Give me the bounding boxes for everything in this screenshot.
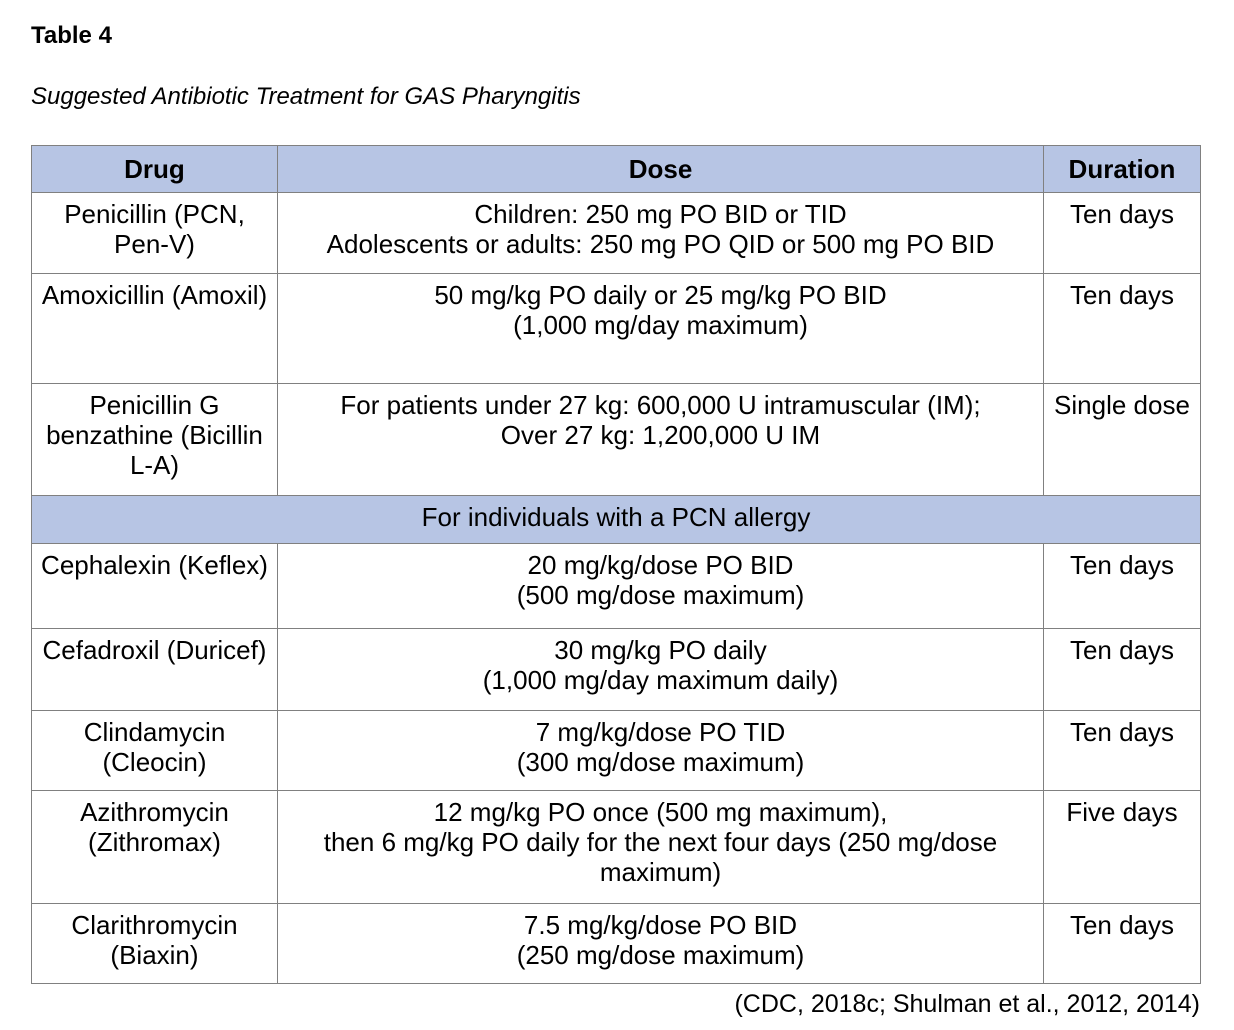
pcn-allergy-section-header: For individuals with a PCN allergy: [31, 495, 1201, 544]
dose-cell: 30 mg/kg PO daily (1,000 mg/day maximum …: [277, 628, 1044, 711]
drug-cell: Azithromycin (Zithromax): [31, 790, 278, 904]
column-header-duration: Duration: [1043, 145, 1201, 193]
duration-cell: Five days: [1043, 790, 1201, 904]
drug-line: (Biaxin): [110, 940, 199, 970]
drug-cell: Penicillin G benzathine (Bicillin L-A): [31, 383, 278, 496]
drug-line: Clarithromycin: [71, 910, 238, 940]
drug-cell: Clindamycin (Cleocin): [31, 710, 278, 791]
dose-line: Over 27 kg: 1,200,000 U IM: [500, 420, 821, 450]
duration-cell: Single dose: [1043, 383, 1201, 496]
drug-line: Pen-V): [114, 229, 195, 259]
drug-line: Amoxicillin (Amoxil): [41, 280, 268, 310]
dose-line: Children: 250 mg PO BID or TID: [474, 199, 847, 229]
source-citation: (CDC, 2018c; Shulman et al., 2012, 2014): [734, 990, 1200, 1018]
section-header-row: For individuals with a PCN allergy: [31, 495, 1201, 544]
dose-line: Adolescents or adults: 250 mg PO QID or …: [326, 229, 995, 259]
duration-cell: Ten days: [1043, 903, 1201, 984]
dose-line: 50 mg/kg PO daily or 25 mg/kg PO BID: [434, 280, 887, 310]
dose-line: then 6 mg/kg PO daily for the next four …: [323, 827, 998, 857]
drug-line: L-A): [129, 450, 180, 480]
column-header-dose: Dose: [277, 145, 1044, 193]
drug-line: Penicillin (PCN,: [64, 199, 245, 229]
table-row-clarithromycin: Clarithromycin (Biaxin) 7.5 mg/kg/dose P…: [31, 903, 1201, 984]
dose-cell: For patients under 27 kg: 600,000 U intr…: [277, 383, 1044, 496]
duration-cell: Ten days: [1043, 628, 1201, 711]
duration-cell: Ten days: [1043, 273, 1201, 384]
table-row-penicillin: Penicillin (PCN, Pen-V) Children: 250 mg…: [31, 192, 1201, 274]
dose-cell: 20 mg/kg/dose PO BID (500 mg/dose maximu…: [277, 543, 1044, 629]
dose-line: (500 mg/dose maximum): [516, 580, 805, 610]
table-row-azithromycin: Azithromycin (Zithromax) 12 mg/kg PO onc…: [31, 790, 1201, 904]
table-caption: Suggested Antibiotic Treatment for GAS P…: [31, 83, 581, 110]
drug-cell: Penicillin (PCN, Pen-V): [31, 192, 278, 274]
dose-line: 12 mg/kg PO once (500 mg maximum),: [433, 797, 888, 827]
drug-line: Clindamycin: [83, 717, 226, 747]
dose-cell: 12 mg/kg PO once (500 mg maximum), then …: [277, 790, 1044, 904]
dose-line: 30 mg/kg PO daily: [554, 635, 767, 665]
dose-line: (300 mg/dose maximum): [516, 747, 805, 777]
table-row-clindamycin: Clindamycin (Cleocin) 7 mg/kg/dose PO TI…: [31, 710, 1201, 791]
dose-cell: 7.5 mg/kg/dose PO BID (250 mg/dose maxim…: [277, 903, 1044, 984]
drug-line: Penicillin G: [89, 390, 220, 420]
drug-line: Azithromycin: [80, 797, 229, 827]
drug-line: Cefadroxil (Duricef): [42, 635, 267, 665]
drug-cell: Clarithromycin (Biaxin): [31, 903, 278, 984]
dose-line: (1,000 mg/day maximum daily): [482, 665, 839, 695]
dose-line: maximum): [599, 857, 722, 887]
dose-line: 7 mg/kg/dose PO TID: [535, 717, 786, 747]
drug-line: (Zithromax): [88, 827, 221, 857]
table-row-amoxicillin: Amoxicillin (Amoxil) 50 mg/kg PO daily o…: [31, 273, 1201, 384]
duration-cell: Ten days: [1043, 710, 1201, 791]
dose-cell: Children: 250 mg PO BID or TID Adolescen…: [277, 192, 1044, 274]
antibiotic-treatment-table: Drug Dose Duration Penicillin (PCN, Pen-…: [31, 145, 1201, 984]
drug-line: Cephalexin (Keflex): [41, 550, 268, 580]
column-header-drug: Drug: [31, 145, 278, 193]
dose-line: 7.5 mg/kg/dose PO BID: [523, 910, 798, 940]
drug-line: benzathine (Bicillin: [46, 420, 263, 450]
table-label: Table 4: [31, 22, 112, 49]
drug-cell: Cefadroxil (Duricef): [31, 628, 278, 711]
dose-line: (250 mg/dose maximum): [516, 940, 805, 970]
drug-cell: Cephalexin (Keflex): [31, 543, 278, 629]
table-container: Drug Dose Duration Penicillin (PCN, Pen-…: [31, 145, 1201, 984]
dose-line: For patients under 27 kg: 600,000 U intr…: [340, 390, 981, 420]
table-row-cefadroxil: Cefadroxil (Duricef) 30 mg/kg PO daily (…: [31, 628, 1201, 711]
duration-cell: Ten days: [1043, 192, 1201, 274]
dose-line: (1,000 mg/day maximum): [513, 310, 808, 340]
dose-cell: 7 mg/kg/dose PO TID (300 mg/dose maximum…: [277, 710, 1044, 791]
header-row: Drug Dose Duration: [31, 145, 1201, 193]
duration-cell: Ten days: [1043, 543, 1201, 629]
dose-cell: 50 mg/kg PO daily or 25 mg/kg PO BID (1,…: [277, 273, 1044, 384]
drug-cell: Amoxicillin (Amoxil): [31, 273, 278, 384]
drug-line: (Cleocin): [102, 747, 207, 777]
table-row-penicillin-g-benzathine: Penicillin G benzathine (Bicillin L-A) F…: [31, 383, 1201, 496]
table-row-cephalexin: Cephalexin (Keflex) 20 mg/kg/dose PO BID…: [31, 543, 1201, 629]
dose-line: 20 mg/kg/dose PO BID: [527, 550, 794, 580]
